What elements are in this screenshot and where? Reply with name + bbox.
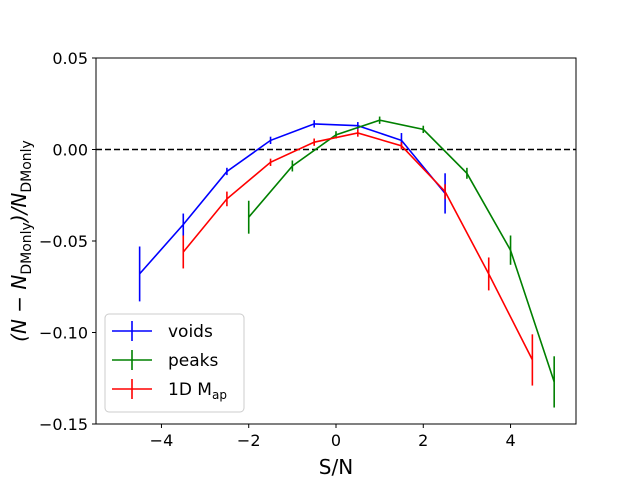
- y-axis-label: (N − NDMonly)/NDMonly: [7, 140, 35, 342]
- series-line: [248, 119, 555, 383]
- series-voids: [138, 120, 446, 302]
- legend-label-sub: ap: [212, 388, 227, 402]
- legend: voids peaks 1D Map: [104, 313, 245, 413]
- legend-label: voids: [168, 322, 213, 342]
- series-layer: [96, 116, 576, 408]
- x-tick-label: −2: [237, 431, 261, 450]
- legend-items: voids peaks 1D Map: [112, 321, 227, 402]
- y-label-sub-1: DMonly: [19, 222, 35, 274]
- series-peaks: [247, 116, 555, 408]
- x-axis-label: S/N: [319, 455, 353, 479]
- y-label-sub-2: DMonly: [19, 140, 35, 192]
- y-tick-label: 0.00: [52, 141, 88, 160]
- x-tick-label: 2: [418, 431, 428, 450]
- y-tick-label: −0.15: [39, 415, 88, 434]
- series-line: [139, 123, 446, 275]
- y-tick-label: 0.05: [52, 49, 88, 68]
- x-tick-label: 0: [331, 431, 341, 450]
- legend-entry: voids: [112, 321, 213, 342]
- y-tick-label: −0.10: [39, 324, 88, 343]
- legend-label-text: voids: [168, 322, 213, 342]
- x-axis: −4 −2 0 2 4: [150, 424, 516, 450]
- legend-label: 1D Map: [168, 380, 227, 402]
- y-axis: 0.05 0.00 −0.05 −0.10 −0.15: [39, 49, 96, 434]
- legend-box: [104, 313, 245, 413]
- legend-entry: peaks: [112, 350, 219, 371]
- legend-label: peaks: [168, 351, 219, 371]
- legend-entry: 1D Map: [112, 379, 227, 402]
- y-label-part-2: )/N: [7, 193, 31, 225]
- x-tick-label: 4: [505, 431, 515, 450]
- y-label-part-1: (N − N: [7, 275, 31, 342]
- y-tick-label: −0.05: [39, 232, 88, 251]
- series-1d-m: [182, 129, 534, 386]
- legend-label-text: peaks: [168, 351, 219, 371]
- x-tick-label: −4: [150, 431, 174, 450]
- legend-label-text: 1D M: [168, 380, 212, 400]
